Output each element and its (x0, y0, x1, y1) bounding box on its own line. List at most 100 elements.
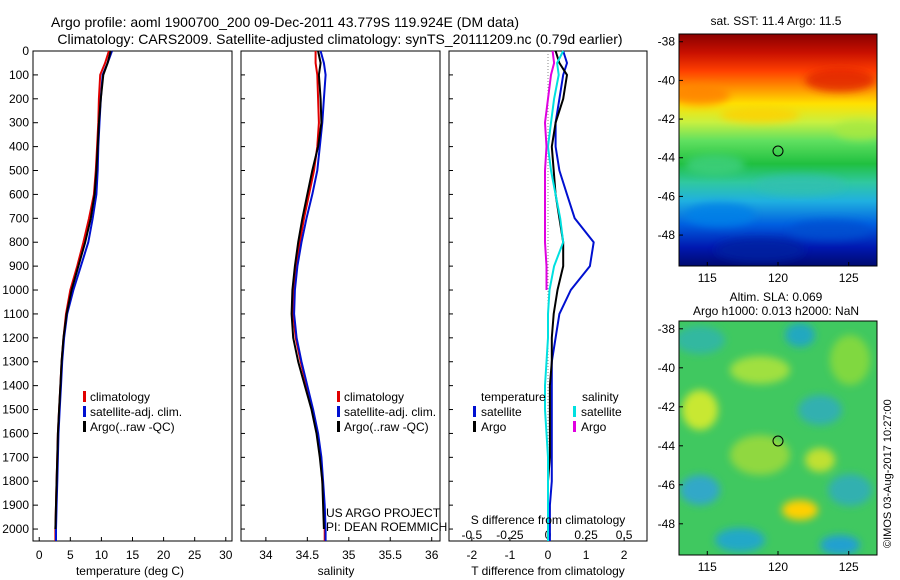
x-tick-label: 35 (342, 548, 356, 562)
lat-tick-label: -40 (658, 73, 676, 87)
depth-tick-label: 1700 (2, 450, 29, 464)
depth-tick-label: 0 (22, 44, 29, 58)
depth-tick-label: 500 (9, 164, 29, 178)
imos-timestamp: ©IMOS 03-Aug-2017 10:27:00 (882, 399, 894, 548)
lat-tick-label: -48 (658, 517, 676, 531)
salinity-panel: 34 34.5 35 35.5 36 salinity climatology sate… (240, 50, 447, 578)
legend-swatch-s-satellite (573, 406, 576, 417)
depth-tick-label: 100 (9, 68, 29, 82)
x-tick-label: 35.5 (379, 548, 403, 562)
legend-label-t-satellite: satellite (481, 405, 522, 419)
depth-tick-label: 1900 (2, 498, 29, 512)
x-tick-label: 0 (36, 548, 43, 562)
depth-tick-label: 1400 (2, 379, 29, 393)
depth-tick-label: 1600 (2, 426, 29, 440)
x-tick-label: 34.5 (296, 548, 320, 562)
project-name: US ARGO PROJECT (326, 506, 441, 520)
sst-map: sat. SST: 11.4 Argo: 11.5 -38 -40 -42 -44 -4… (658, 14, 878, 285)
temperature-panel: 0100200300400500600700800900100011001200… (2, 44, 232, 578)
series-line-salinity-argo (544, 50, 556, 290)
lat-tick-label: -44 (658, 439, 676, 453)
x-tick-label: 20 (157, 548, 171, 562)
series-line-temperature-satellite (548, 50, 595, 541)
temperature-plot-frame (32, 50, 233, 542)
depth-tick-label: 1800 (2, 474, 29, 488)
difference-legend: temperature salinity satellite Argo sate… (473, 390, 622, 434)
x-tick-label: -2 (467, 548, 478, 562)
s-difference-axis: -0.5 -0.25 0 0.25 0.5 (462, 528, 633, 542)
x-tick-label: 36 (425, 548, 439, 562)
t-difference-axis: -2 -1 0 1 2 (449, 50, 628, 562)
legend-label-argo: Argo(..raw -QC) (344, 420, 429, 434)
salinity-series (290, 50, 327, 541)
depth-tick-label: 2000 (2, 522, 29, 536)
legend-swatch-s-argo (573, 421, 576, 432)
x-tick-label: 10 (95, 548, 109, 562)
x-tick-label: 25 (188, 548, 202, 562)
series-line-argo-raw-qc- (54, 50, 112, 530)
s-tick-label: -0.25 (496, 528, 524, 542)
lat-tick-label: -44 (658, 151, 676, 165)
x-tick-label: 0 (545, 548, 552, 562)
temperature-legend: climatology satellite-adj. clim. Argo(..… (83, 390, 182, 434)
depth-tick-label: 1000 (2, 283, 29, 297)
sst-map-title: sat. SST: 11.4 Argo: 11.5 (711, 14, 842, 28)
salinity-xlabel: salinity (318, 564, 355, 578)
lat-tick-label: -46 (658, 478, 676, 492)
lat-tick-label: -38 (658, 322, 676, 336)
series-line-satellite-adj-clim- (293, 50, 327, 541)
figure-title-line2: Climatology: CARS2009. Satellite-adjuste… (57, 31, 622, 47)
sla-map-image (679, 321, 877, 555)
series-line-argo-raw-qc- (290, 50, 325, 530)
legend-label-satellite: satellite-adj. clim. (344, 405, 436, 419)
s-tick-label: 0.5 (616, 528, 633, 542)
depth-tick-label: 800 (9, 235, 29, 249)
legend-label-s-satellite: satellite (581, 405, 622, 419)
legend-label-climatology: climatology (344, 390, 404, 404)
x-tick-label: 2 (621, 548, 628, 562)
depth-axis: 0 100 200 300 400 500 600 700 800 900 1000 1100 1200… (2, 44, 38, 536)
salinity-plot-frame (240, 50, 441, 542)
lat-tick-label: -48 (658, 228, 676, 242)
lon-tick-label: 120 (768, 271, 788, 285)
lat-tick-label: -46 (658, 189, 676, 203)
sla-map: Altim. SLA: 0.069 Argo h1000: 0.013 h200… (658, 290, 878, 574)
temperature-xlabel: temperature (deg C) (76, 564, 184, 578)
legend-title-salinity: salinity (582, 390, 619, 404)
lon-tick-label: 120 (768, 560, 788, 574)
sla-longitude-axis: 115 120 125 (698, 551, 859, 574)
legend-label-s-argo: Argo (581, 420, 607, 434)
legend-label-climatology: climatology (90, 390, 150, 404)
lon-tick-label: 125 (839, 271, 859, 285)
lat-tick-label: -38 (658, 35, 676, 49)
difference-panel: -2 -1 0 1 2 -0.5 -0.25 0 0.25 0.5 S difference f… (448, 50, 648, 578)
legend-swatch-t-satellite (473, 406, 476, 417)
x-tick-label: 1 (583, 548, 590, 562)
depth-tick-label: 1200 (2, 331, 29, 345)
legend-swatch-t-argo (473, 421, 476, 432)
depth-tick-label: 600 (9, 187, 29, 201)
series-line-temperature-argo (547, 50, 568, 529)
depth-tick-label: 700 (9, 211, 29, 225)
argo-position-marker (772, 435, 784, 447)
x-tick-label: -1 (505, 548, 516, 562)
lat-tick-label: -40 (658, 361, 676, 375)
lon-tick-label: 115 (698, 560, 717, 574)
s-tick-label: 0.25 (574, 528, 598, 542)
legend-swatch-argo (83, 421, 86, 432)
s-difference-label: S difference from climatology (471, 513, 626, 527)
depth-tick-label: 400 (9, 140, 29, 154)
lon-tick-label: 115 (698, 271, 717, 285)
sst-longitude-axis: 115 120 125 (698, 262, 859, 285)
depth-tick-label: 1500 (2, 403, 29, 417)
salinity-legend: climatology satellite-adj. clim. Argo(..… (337, 390, 436, 434)
x-tick-label: 15 (126, 548, 140, 562)
argo-position-marker (772, 145, 784, 157)
depth-tick-label: 200 (9, 92, 29, 106)
t-difference-xlabel: T difference from climatology (471, 564, 625, 578)
sla-latitude-axis: -38 -40 -42 -44 -46 -48 (658, 322, 683, 531)
legend-label-t-argo: Argo (481, 420, 507, 434)
depth-tick-label: 300 (9, 116, 29, 130)
legend-swatch-satellite (83, 406, 86, 417)
